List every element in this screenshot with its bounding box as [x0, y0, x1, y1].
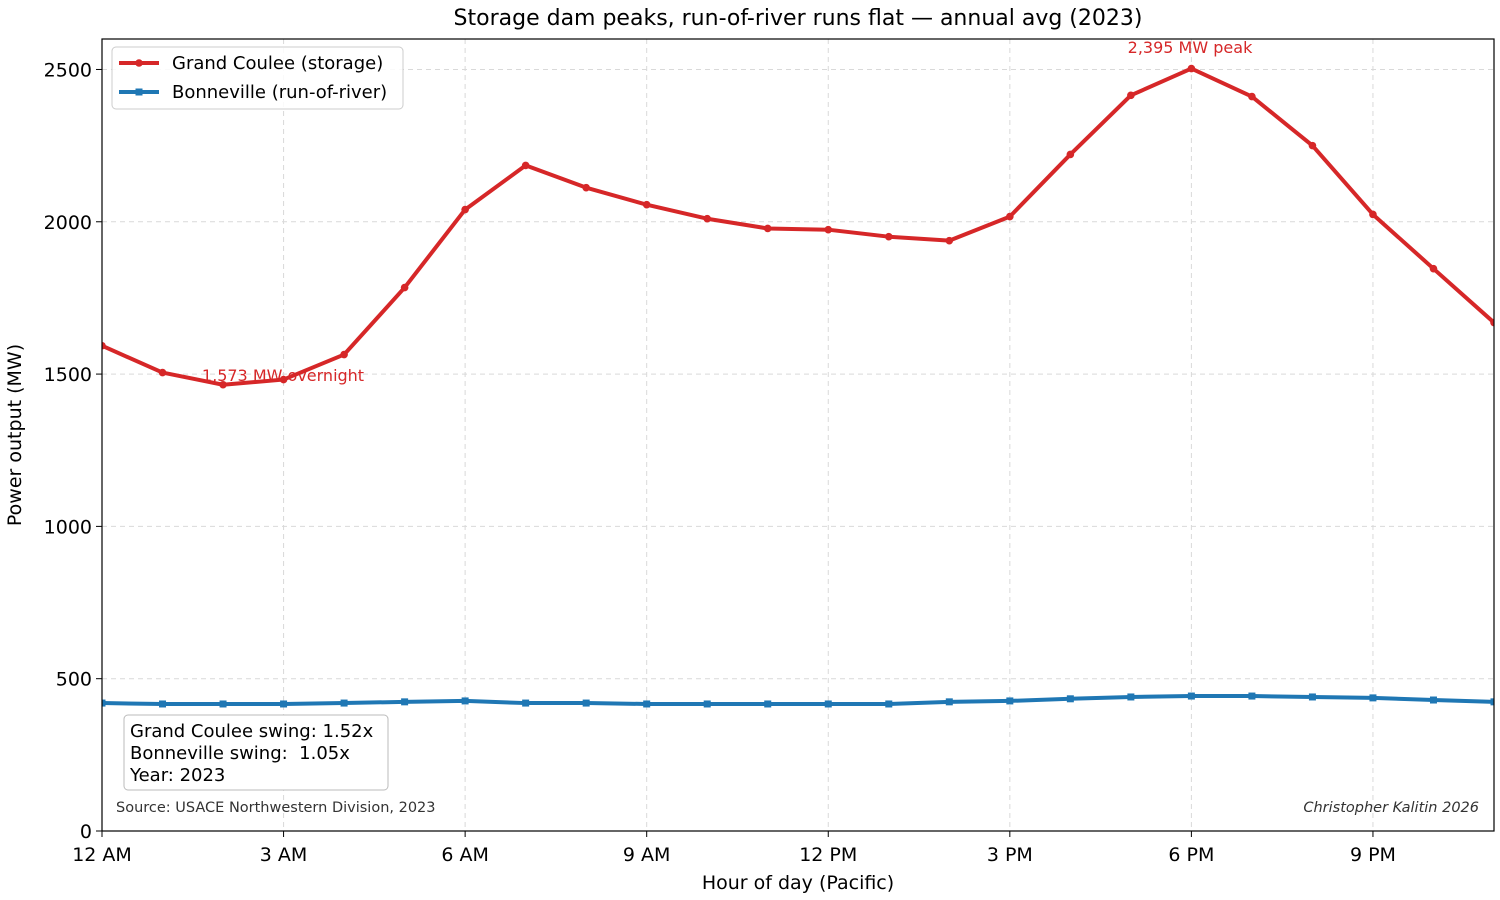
legend-marker — [135, 88, 143, 96]
marker — [643, 700, 651, 708]
x-axis-label: Hour of day (Pacific) — [702, 872, 894, 894]
series-line — [102, 66, 1494, 387]
marker — [824, 700, 832, 708]
marker — [219, 700, 227, 708]
marker — [582, 183, 590, 192]
marker — [158, 368, 167, 377]
annotation: 1,573 MW overnight — [202, 366, 364, 385]
legend-marker — [135, 59, 143, 67]
marker — [522, 699, 530, 707]
marker — [1066, 150, 1075, 159]
legend-label: Bonneville (run-of-river) — [172, 82, 387, 103]
y-axis-label: Power output (MW) — [4, 344, 26, 526]
marker — [945, 236, 954, 245]
y-tick-label: 2500 — [44, 59, 92, 81]
x-tick-label: 9 AM — [623, 844, 671, 866]
marker — [280, 700, 288, 708]
x-tick-label: 6 AM — [441, 844, 489, 866]
marker — [884, 232, 893, 241]
series-line — [102, 694, 1494, 706]
y-tick-label: 500 — [56, 669, 92, 691]
marker — [1308, 141, 1317, 150]
legend-label: Grand Coulee (storage) — [172, 53, 383, 74]
marker — [219, 380, 227, 389]
marker — [1490, 318, 1494, 327]
marker — [1429, 696, 1437, 704]
info-line: Grand Coulee swing: 1.52x — [130, 721, 374, 742]
x-tick-label: 12 AM — [72, 844, 132, 866]
marker — [102, 341, 106, 350]
marker — [945, 698, 953, 706]
credit-note: Christopher Kalitin 2026 — [1303, 800, 1479, 816]
x-tick-label: 3 AM — [260, 844, 308, 866]
marker — [642, 200, 651, 209]
marker — [1429, 264, 1438, 273]
marker — [1127, 91, 1135, 100]
marker — [1006, 212, 1014, 221]
info-line: Year: 2023 — [129, 765, 225, 786]
marker — [400, 283, 409, 292]
marker — [159, 700, 167, 708]
marker — [1248, 92, 1256, 101]
x-tick-label: 3 PM — [987, 844, 1033, 866]
marker — [1308, 693, 1316, 701]
legend-box — [111, 46, 404, 110]
marker — [521, 161, 530, 170]
marker — [582, 699, 590, 707]
y-tick-label: 1500 — [44, 364, 92, 386]
marker — [1127, 693, 1135, 701]
source-note: Source: USACE Northwestern Division, 202… — [116, 800, 436, 816]
marker — [1369, 210, 1377, 219]
marker — [102, 699, 106, 707]
marker — [824, 225, 833, 234]
annotation: 2,395 MW peak — [1128, 38, 1253, 57]
x-tick-label: 9 PM — [1350, 844, 1396, 866]
marker — [461, 205, 469, 214]
marker — [340, 350, 348, 359]
marker — [1187, 64, 1196, 73]
plot-frame — [101, 38, 1495, 832]
marker — [703, 214, 712, 223]
marker — [1490, 698, 1494, 706]
marker — [340, 699, 348, 707]
marker — [764, 700, 772, 708]
y-tick-label: 1000 — [44, 516, 92, 538]
y-tick-label: 0 — [80, 821, 92, 843]
marker — [1066, 695, 1074, 703]
info-line: Bonneville swing: 1.05x — [130, 743, 350, 764]
x-tick-label: 6 PM — [1168, 844, 1214, 866]
marker — [279, 375, 288, 384]
marker — [1248, 692, 1256, 700]
marker — [885, 700, 893, 708]
chart-title: Storage dam peaks, run-of-river runs fla… — [454, 6, 1143, 31]
marker — [763, 224, 772, 233]
marker — [1187, 692, 1195, 700]
marker — [1006, 697, 1014, 705]
marker — [1369, 694, 1377, 702]
marker — [461, 697, 469, 705]
marker — [703, 700, 711, 708]
marker — [401, 698, 409, 706]
x-tick-label: 12 PM — [799, 844, 857, 866]
y-tick-label: 2000 — [44, 212, 92, 234]
info-box — [123, 714, 389, 791]
